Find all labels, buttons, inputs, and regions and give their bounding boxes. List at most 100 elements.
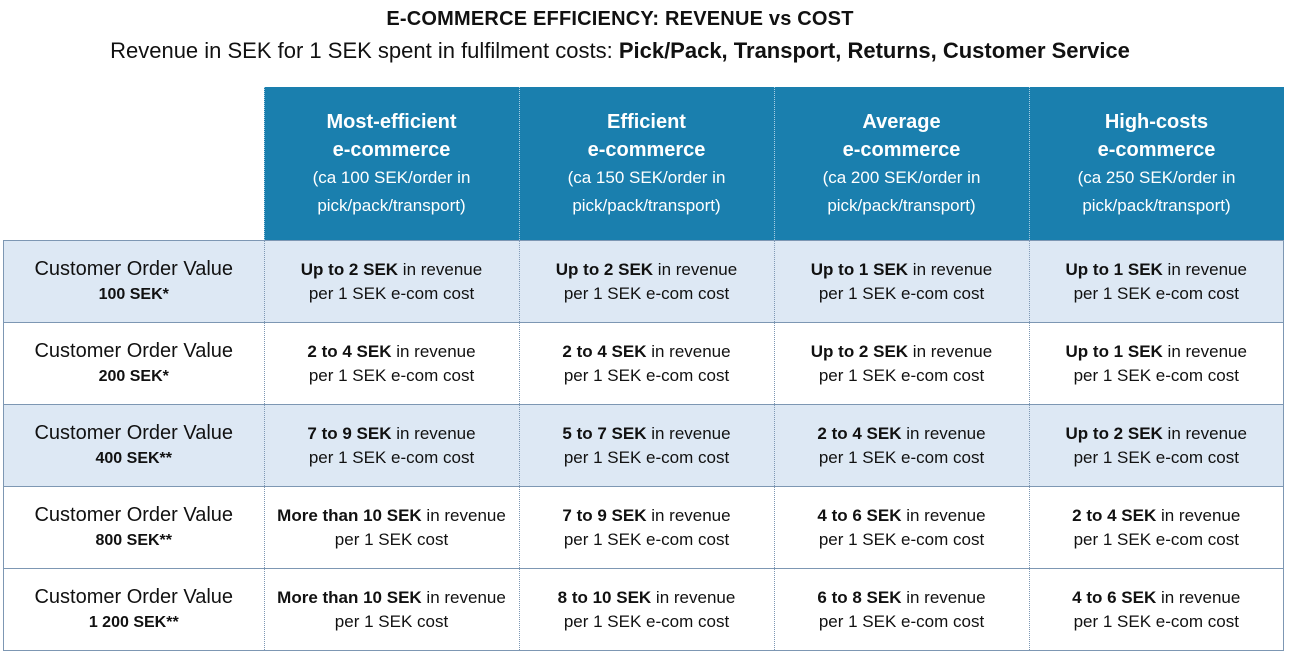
table-row: Customer Order Value 200 SEK* 2 to 4 SEK …	[3, 322, 1284, 405]
row-label-value: 100 SEK*	[98, 285, 169, 303]
column-header-efficient: Efficient e-commerce (ca 150 SEK/order i…	[518, 87, 774, 241]
cell-text-line2: per 1 SEK e-com cost	[563, 611, 730, 631]
table-cell: 2 to 4 SEK in revenue per 1 SEK e-com cos…	[773, 404, 1029, 487]
cell-highlight: 7 to 9 SEK	[307, 423, 392, 443]
cell-text: in revenue	[646, 505, 731, 525]
cell-text: in revenue	[1156, 505, 1241, 525]
cell-text-line2: per 1 SEK e-com cost	[818, 365, 985, 385]
cell-text-line2: per 1 SEK e-com cost	[818, 283, 985, 303]
cell-text: in revenue	[908, 341, 993, 361]
column-title: High-costs	[1104, 110, 1209, 133]
cell-text: in revenue	[901, 505, 986, 525]
row-label-text: Customer Order Value	[34, 421, 234, 444]
cell-text-line2: per 1 SEK e-com cost	[563, 283, 730, 303]
table-cell: Up to 1 SEK in revenue per 1 SEK e-com co…	[773, 240, 1029, 323]
cell-text: in revenue	[391, 423, 476, 443]
cell-text: in revenue	[1162, 341, 1247, 361]
row-label-value: 800 SEK**	[95, 531, 173, 549]
column-header-high-costs: High-costs e-commerce (ca 250 SEK/order …	[1028, 87, 1284, 241]
cell-text-line2: per 1 SEK e-com cost	[308, 447, 475, 467]
cell-text: in revenue	[646, 341, 731, 361]
table-cell: 6 to 8 SEK in revenue per 1 SEK e-com cos…	[773, 568, 1029, 651]
subtitle-bold: Pick/Pack, Transport, Returns, Customer …	[618, 38, 1130, 63]
header-row: Most-efficient e-commerce (ca 100 SEK/or…	[3, 87, 1284, 241]
cell-highlight: Up to 1 SEK	[1065, 341, 1163, 361]
cell-text: in revenue	[646, 423, 731, 443]
cell-text-line2: per 1 SEK e-com cost	[818, 611, 985, 631]
cell-highlight: More than 10 SEK	[277, 505, 422, 525]
efficiency-table: Most-efficient e-commerce (ca 100 SEK/or…	[3, 87, 1284, 651]
column-subtitle: (ca 250 SEK/order in	[1077, 167, 1236, 187]
cell-highlight: 2 to 4 SEK	[307, 341, 392, 361]
cell-highlight: Up to 1 SEK	[810, 259, 909, 279]
cell-text-line2: per 1 SEK e-com cost	[818, 447, 985, 467]
table-cell: More than 10 SEK in revenue per 1 SEK cos…	[263, 568, 519, 651]
cell-text: in revenue	[391, 341, 476, 361]
table-cell: 2 to 4 SEK in revenue per 1 SEK e-com cos…	[518, 322, 774, 405]
column-subtitle: (ca 100 SEK/order in	[312, 167, 471, 187]
table-cell: 8 to 10 SEK in revenue per 1 SEK e-com co…	[518, 568, 774, 651]
cell-text: in revenue	[421, 587, 506, 607]
row-label-text: Customer Order Value	[34, 503, 234, 526]
column-title-line2: e-commerce	[332, 138, 451, 161]
table-cell: Up to 1 SEK in revenue per 1 SEK e-com co…	[1028, 322, 1284, 405]
cell-highlight: 2 to 4 SEK	[562, 341, 647, 361]
column-subtitle: (ca 200 SEK/order in	[822, 167, 981, 187]
column-header-average: Average e-commerce (ca 200 SEK/order in …	[773, 87, 1029, 241]
cell-text-line2: per 1 SEK cost	[334, 611, 449, 631]
cell-highlight: Up to 2 SEK	[555, 259, 654, 279]
table-cell: Up to 2 SEK in revenue per 1 SEK e-com co…	[263, 240, 519, 323]
cell-text-line2: per 1 SEK e-com cost	[308, 283, 475, 303]
column-title: Average	[862, 110, 941, 133]
row-label: Customer Order Value 1 200 SEK**	[3, 568, 264, 651]
cell-text: in revenue	[1162, 423, 1247, 443]
cell-text-line2: per 1 SEK e-com cost	[1073, 529, 1239, 549]
table-row: Customer Order Value 400 SEK** 7 to 9 SEK…	[3, 404, 1284, 487]
cell-highlight: 8 to 10 SEK	[557, 587, 652, 607]
row-label: Customer Order Value 800 SEK**	[3, 486, 264, 569]
cell-text-line2: per 1 SEK e-com cost	[1073, 365, 1239, 385]
column-subtitle-line2: pick/pack/transport)	[1082, 195, 1231, 215]
row-label-value: 400 SEK**	[95, 449, 173, 467]
table-row: Customer Order Value 800 SEK** More than …	[3, 486, 1284, 569]
table-cell: Up to 2 SEK in revenue per 1 SEK e-com co…	[1028, 404, 1284, 487]
cell-text: in revenue	[651, 587, 736, 607]
table-cell: Up to 1 SEK in revenue per 1 SEK e-com co…	[1028, 240, 1284, 323]
cell-highlight: 2 to 4 SEK	[817, 423, 902, 443]
cell-highlight: Up to 2 SEK	[300, 259, 399, 279]
table-cell: 5 to 7 SEK in revenue per 1 SEK e-com cos…	[518, 404, 774, 487]
cell-text: in revenue	[653, 259, 738, 279]
cell-text-line2: per 1 SEK e-com cost	[1073, 283, 1239, 303]
column-subtitle-line2: pick/pack/transport)	[317, 195, 466, 215]
row-label: Customer Order Value 200 SEK*	[3, 322, 264, 405]
page-title: E-COMMERCE EFFICIENCY: REVENUE vs COST	[386, 8, 854, 30]
cell-text-line2: per 1 SEK e-com cost	[563, 529, 730, 549]
row-label-text: Customer Order Value	[34, 257, 234, 280]
table-cell: 7 to 9 SEK in revenue per 1 SEK e-com cos…	[263, 404, 519, 487]
page-subtitle: Revenue in SEK for 1 SEK spent in fulfil…	[0, 38, 1240, 64]
table-cell: Up to 2 SEK in revenue per 1 SEK e-com co…	[518, 240, 774, 323]
column-title-line2: e-commerce	[587, 138, 706, 161]
row-label-value: 1 200 SEK**	[88, 613, 179, 631]
row-label: Customer Order Value 100 SEK*	[3, 240, 264, 323]
column-subtitle-line2: pick/pack/transport)	[572, 195, 721, 215]
column-subtitle: (ca 150 SEK/order in	[567, 167, 726, 187]
cell-highlight: 2 to 4 SEK	[1072, 505, 1157, 525]
table-cell: 4 to 6 SEK in revenue per 1 SEK e-com cos…	[773, 486, 1029, 569]
cell-text-line2: per 1 SEK e-com cost	[563, 365, 730, 385]
cell-highlight: 4 to 6 SEK	[817, 505, 902, 525]
cell-text-line2: per 1 SEK e-com cost	[818, 529, 985, 549]
row-label: Customer Order Value 400 SEK**	[3, 404, 264, 487]
cell-text-line2: per 1 SEK e-com cost	[308, 365, 475, 385]
column-title: Efficient	[607, 110, 686, 133]
cell-text-line2: per 1 SEK cost	[334, 529, 449, 549]
table-row: Customer Order Value 100 SEK* Up to 2 SEK…	[3, 240, 1284, 323]
cell-text: in revenue	[1156, 587, 1241, 607]
cell-text: in revenue	[1162, 259, 1247, 279]
cell-highlight: 6 to 8 SEK	[817, 587, 902, 607]
cell-text: in revenue	[908, 259, 993, 279]
cell-highlight: Up to 2 SEK	[1065, 423, 1163, 443]
cell-text-line2: per 1 SEK e-com cost	[1073, 611, 1239, 631]
table-cell: 7 to 9 SEK in revenue per 1 SEK e-com cos…	[518, 486, 774, 569]
cell-highlight: 5 to 7 SEK	[562, 423, 647, 443]
